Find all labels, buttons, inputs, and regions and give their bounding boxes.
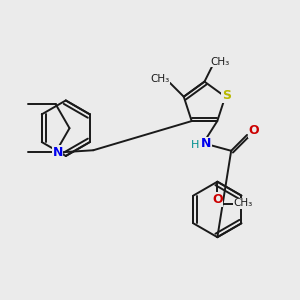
Text: S: S	[222, 89, 231, 102]
Text: CH₃: CH₃	[211, 57, 230, 67]
Text: N: N	[201, 137, 212, 150]
Text: O: O	[249, 124, 259, 137]
Text: N: N	[52, 146, 63, 159]
Text: CH₃: CH₃	[150, 74, 170, 84]
Text: O: O	[212, 193, 223, 206]
Text: CH₃: CH₃	[233, 199, 253, 208]
Text: H: H	[191, 140, 200, 150]
